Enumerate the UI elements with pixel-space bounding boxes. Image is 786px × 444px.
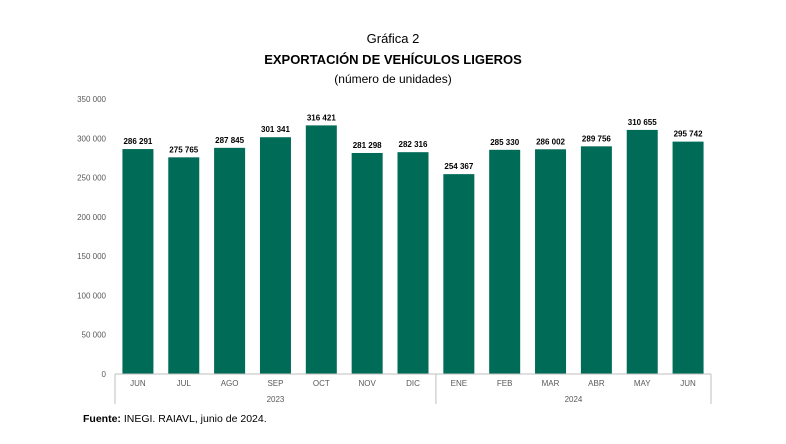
bar (397, 152, 429, 374)
x-tick-label: OCT (313, 379, 330, 388)
y-tick-label: 200 000 (77, 213, 106, 222)
year-group-label: 2023 (267, 395, 285, 404)
data-label: 286 291 (123, 137, 152, 146)
data-label: 275 765 (169, 145, 198, 154)
data-label: 281 298 (353, 141, 382, 150)
bar (259, 137, 291, 374)
x-tick-label: JUN (130, 379, 146, 388)
x-tick-label: SEP (267, 379, 283, 388)
y-tick-label: 150 000 (77, 252, 106, 261)
chart-subtitle: (número de unidades) (334, 72, 452, 86)
data-label: 254 367 (444, 162, 473, 171)
x-tick-label: JUN (680, 379, 696, 388)
data-label: 285 330 (490, 138, 519, 147)
chart-title: EXPORTACIÓN DE VEHÍCULOS LIGEROS (264, 52, 522, 67)
data-label: 282 316 (399, 140, 428, 149)
source-text: INEGI. RAIAVL, junio de 2024. (120, 413, 267, 425)
bar (672, 141, 704, 374)
data-label: 295 742 (674, 130, 703, 139)
x-tick-label: ABR (588, 379, 605, 388)
y-tick-label: 0 (102, 370, 107, 379)
x-tick-label: AGO (221, 379, 239, 388)
data-label: 289 756 (582, 134, 611, 143)
bar (168, 157, 200, 374)
bar (580, 146, 612, 374)
x-tick-label: DIC (406, 379, 420, 388)
source-label: Fuente: (83, 413, 121, 425)
bar (122, 149, 154, 374)
y-tick-label: 350 000 (77, 95, 106, 104)
bar (351, 152, 383, 374)
data-label: 301 341 (261, 125, 290, 134)
y-tick-label: 50 000 (82, 331, 107, 340)
y-tick-label: 300 000 (77, 134, 106, 143)
bar (535, 149, 567, 374)
bar (489, 149, 521, 374)
y-tick-label: 100 000 (77, 291, 106, 300)
x-tick-label: JUL (177, 379, 192, 388)
x-tick-label: ENE (451, 379, 467, 388)
data-label: 310 655 (628, 118, 657, 127)
y-tick-label: 250 000 (77, 174, 106, 183)
bar (214, 147, 246, 374)
bar (305, 125, 337, 374)
bar (626, 129, 658, 374)
x-tick-label: NOV (358, 379, 376, 388)
bar (443, 174, 475, 374)
x-tick-label: MAR (542, 379, 560, 388)
data-label: 286 002 (536, 137, 565, 146)
year-group-label: 2024 (565, 395, 583, 404)
data-label: 316 421 (307, 113, 336, 122)
source-note: Fuente: INEGI. RAIAVL, junio de 2024. (83, 413, 267, 425)
x-tick-label: FEB (497, 379, 513, 388)
figure-label: Gráfica 2 (366, 31, 420, 46)
x-tick-label: MAY (634, 379, 651, 388)
data-label: 287 845 (215, 136, 244, 145)
